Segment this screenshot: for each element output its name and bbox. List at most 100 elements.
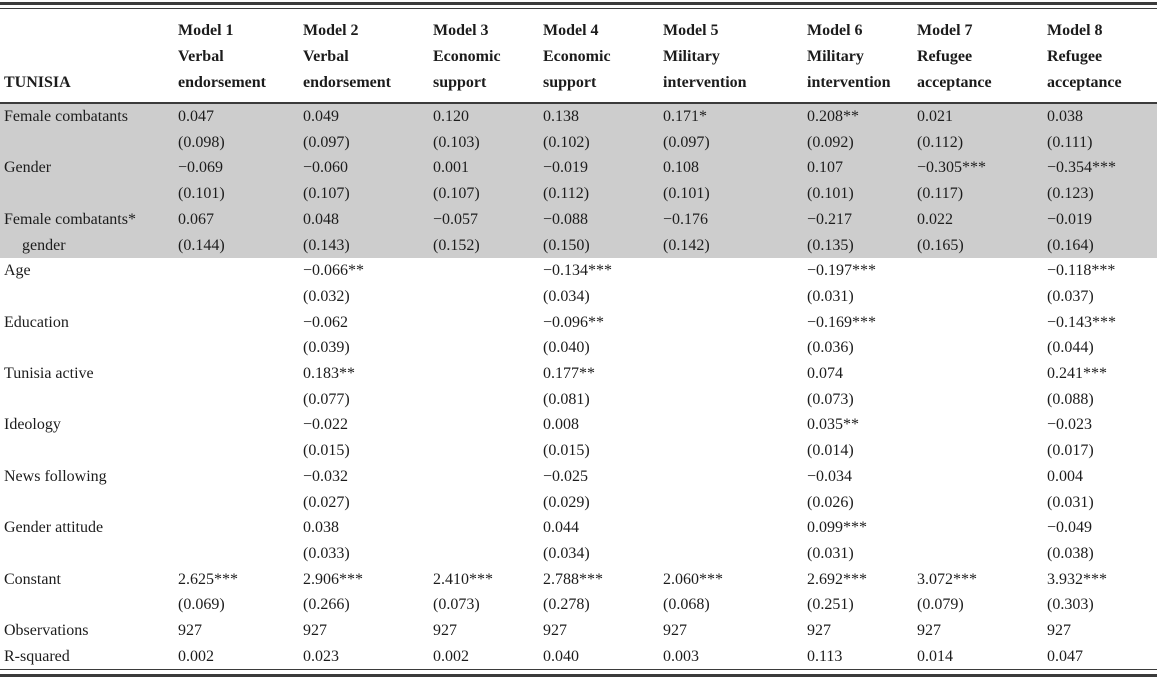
se-cell-r6-m1 — [174, 438, 299, 464]
se-row-gender-attitude: (0.033) (0.034) (0.031) (0.038) — [0, 541, 1157, 567]
stat-label: Observations — [4, 622, 89, 640]
coef-cell-r6-m6: 0.035** — [807, 416, 859, 434]
se-row-education: (0.039) (0.040) (0.036) (0.044) — [0, 335, 1157, 361]
coef-cell-r8-m6: 0.099*** — [807, 519, 867, 537]
model-1-name: Model 1 — [178, 22, 234, 39]
row-label: Female combatants* — [0, 206, 174, 233]
se-cell-r4-m2: (0.039) — [303, 339, 350, 357]
row-label: Gender attitude — [4, 519, 104, 537]
model-5-outcome: Military intervention — [663, 48, 747, 91]
row-label: News following — [4, 467, 107, 485]
model-1-outcome: Verbal endorsement — [178, 48, 266, 91]
row-sublabel — [0, 592, 174, 618]
se-cell-r1-m6: (0.101) — [803, 181, 913, 207]
coef-cell-r3-m2: −0.066** — [303, 262, 365, 280]
se-cell-r6-m7 — [913, 438, 1043, 464]
se-cell-r3-m7 — [913, 284, 1043, 310]
row-sublabel — [0, 490, 174, 516]
coef-cell-r7-m8: 0.004 — [1047, 467, 1083, 485]
model-7-outcome: Refugee acceptance — [917, 48, 992, 91]
coef-cell-r4-m1 — [174, 310, 299, 336]
se-cell-r4-m1 — [174, 335, 299, 361]
se-cell-r1-m2: (0.107) — [299, 181, 429, 207]
se-cell-r7-m2: (0.027) — [303, 493, 350, 511]
se-cell-r9-m7: (0.079) — [917, 596, 964, 614]
coef-cell-r2-m5: −0.176 — [659, 206, 803, 233]
header-model-8: Model 8 Refugee acceptance — [1043, 9, 1157, 103]
row-sublabel — [0, 387, 174, 413]
coef-cell-r5-m7 — [913, 361, 1043, 387]
regression-table: TUNISIA Model 1 Verbal endorsement Model… — [0, 9, 1157, 669]
coef-cell-r0-m7: 0.021 — [913, 103, 1043, 130]
row-sublabel — [0, 541, 174, 567]
coef-cell-r9-m8: 3.932*** — [1047, 570, 1107, 588]
se-row-gender: (0.101) (0.107) (0.107) (0.112) (0.101) (0.10… — [0, 181, 1157, 207]
se-cell-r6-m3 — [429, 438, 539, 464]
coef-cell-r6-m1 — [174, 412, 299, 438]
coef-cell-r3-m8: −0.118*** — [1047, 262, 1116, 280]
coef-cell-r4-m7 — [913, 310, 1043, 336]
coef-cell-r2-m4: −0.088 — [539, 206, 659, 233]
se-cell-r3-m1 — [174, 284, 299, 310]
coef-cell-r9-m3: 2.410*** — [433, 570, 493, 588]
coef-cell-r7-m5 — [659, 464, 803, 490]
model-4-name: Model 4 — [543, 22, 599, 39]
stat-cell-r0-m4: 927 — [543, 622, 567, 640]
coef-cell-r5-m8: 0.241*** — [1047, 365, 1107, 383]
model-7-name: Model 7 — [917, 22, 973, 39]
coef-row-female-combatants: Female combatants 0.047 0.049 0.120 0.138 0.1… — [0, 103, 1157, 130]
coef-cell-r8-m1 — [174, 515, 299, 541]
stat-row-observations: Observations 927 927 927 927 927 927 927 927 — [0, 618, 1157, 644]
stat-cell-r1-m3: 0.002 — [433, 647, 469, 665]
se-cell-r8-m3 — [429, 541, 539, 567]
table-body: Female combatants 0.047 0.049 0.120 0.138 0.1… — [0, 103, 1157, 669]
header-model-6: Model 6 Military intervention — [803, 9, 913, 103]
header-model-7: Model 7 Refugee acceptance — [913, 9, 1043, 103]
coef-cell-r2-m2: 0.048 — [299, 206, 429, 233]
stat-cell-r0-m8: 927 — [1047, 622, 1071, 640]
model-5-name: Model 5 — [663, 22, 719, 39]
se-cell-r5-m4: (0.081) — [543, 390, 590, 408]
model-4-outcome: Economic support — [543, 48, 611, 91]
bottom-rule-thick — [0, 674, 1157, 678]
coef-cell-r8-m2: 0.038 — [303, 519, 339, 537]
se-cell-r5-m8: (0.088) — [1047, 390, 1094, 408]
coef-cell-r7-m6: −0.034 — [807, 467, 853, 485]
row-label: Female combatants — [0, 103, 174, 130]
coef-cell-r6-m7 — [913, 412, 1043, 438]
se-cell-r8-m8: (0.038) — [1047, 544, 1094, 562]
se-cell-r3-m2: (0.032) — [303, 287, 350, 305]
coef-cell-r4-m5 — [659, 310, 803, 336]
se-row-news-following: (0.027) (0.029) (0.026) (0.031) — [0, 490, 1157, 516]
se-cell-r8-m5 — [659, 541, 803, 567]
header-model-5: Model 5 Military intervention — [659, 9, 803, 103]
se-cell-r0-m3: (0.103) — [429, 129, 539, 156]
coef-row-education: Education −0.062 −0.096** −0.169*** −0.143**… — [0, 310, 1157, 336]
stat-cell-r1-m7: 0.014 — [917, 647, 953, 665]
se-cell-r3-m4: (0.034) — [543, 287, 590, 305]
se-cell-r4-m6: (0.036) — [807, 339, 854, 357]
row-label: Ideology — [4, 416, 61, 434]
coef-cell-r5-m4: 0.177** — [543, 365, 595, 383]
top-rule-thick — [0, 2, 1157, 5]
se-row-female-combatants-: gender (0.144) (0.143) (0.152) (0.150) (0.142… — [0, 232, 1157, 259]
se-cell-r9-m8: (0.303) — [1047, 596, 1094, 614]
se-cell-r8-m7 — [913, 541, 1043, 567]
row-label: Constant — [4, 570, 61, 588]
coef-cell-r9-m2: 2.906*** — [303, 570, 363, 588]
model-2-name: Model 2 — [303, 22, 359, 39]
coef-cell-r9-m4: 2.788*** — [543, 570, 603, 588]
coef-cell-r6-m3 — [429, 412, 539, 438]
coef-row-news-following: News following −0.032 −0.025 −0.034 0.004 — [0, 464, 1157, 490]
model-6-outcome: Military intervention — [807, 48, 891, 91]
coef-cell-r9-m7: 3.072*** — [917, 570, 977, 588]
coef-cell-r4-m3 — [429, 310, 539, 336]
se-cell-r9-m4: (0.278) — [543, 596, 590, 614]
coef-cell-r5-m1 — [174, 361, 299, 387]
stat-cell-r1-m5: 0.003 — [663, 647, 699, 665]
se-cell-r5-m3 — [429, 387, 539, 413]
coef-cell-r4-m4: −0.096** — [543, 313, 605, 331]
stat-cell-r1-m6: 0.113 — [807, 647, 843, 665]
header-model-4: Model 4 Economic support — [539, 9, 659, 103]
